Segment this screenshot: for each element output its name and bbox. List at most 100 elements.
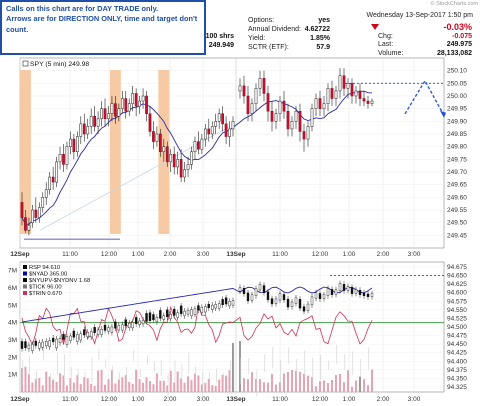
volume-bar [225, 375, 228, 392]
candle-body [117, 108, 121, 117]
volume-bar [166, 385, 169, 392]
volume-bar [331, 379, 333, 392]
rsp-body [41, 341, 44, 348]
volume-bar [27, 374, 30, 392]
header-value: 28,133,082 [437, 50, 472, 57]
candle-body [107, 113, 110, 120]
y-tick-right: 94.550 [447, 307, 467, 314]
rsp-body [176, 312, 179, 318]
legend-swatch [23, 278, 27, 282]
legend-label: $NYAD 365.00 [29, 272, 67, 278]
candle-body [326, 88, 330, 104]
candle-body [34, 209, 38, 218]
rsp-body [83, 329, 86, 336]
header-value: 4.62722 [305, 26, 330, 33]
rsp-body [134, 317, 138, 324]
x-tick-label: 12:00 [101, 251, 118, 258]
volume-bar [251, 372, 253, 392]
volume-bar [72, 382, 75, 392]
y-tick-right: 94.375 [447, 367, 467, 374]
rsp-body [310, 296, 314, 306]
change-percent: -0.03% [443, 22, 472, 32]
y-tick-right: 94.425 [447, 350, 467, 357]
rsp-body [138, 320, 141, 325]
volume-bar [279, 382, 281, 392]
forecast-arrow-path [404, 79, 444, 115]
header-label: Volume: [378, 50, 403, 57]
candle-body [286, 110, 290, 130]
candle-body [37, 207, 41, 218]
x-tick-label: 11:00 [272, 251, 288, 258]
volume-bar [169, 370, 172, 392]
down-arrow-icon [371, 24, 379, 30]
volume-bar [267, 382, 269, 392]
x-tick-label: 1:00 [343, 251, 356, 258]
candle-body [270, 110, 274, 122]
volume-bar [263, 382, 265, 392]
candle-body [370, 100, 374, 104]
rsp-body [131, 322, 134, 329]
candle-body [69, 138, 72, 147]
header-label: Chg: [378, 33, 393, 40]
rsp-body [366, 293, 370, 298]
candle-body [190, 151, 193, 165]
highlight-band [20, 70, 31, 234]
header-value: 249.975 [447, 41, 472, 48]
volume-bar [303, 373, 305, 392]
rsp-body [186, 310, 190, 315]
rsp-body [242, 288, 246, 294]
volume-bar [339, 374, 341, 392]
volume-bar [110, 370, 113, 392]
volume-bar [187, 376, 190, 392]
candle-body [224, 123, 228, 137]
candle-body [55, 161, 58, 183]
rsp-body [318, 293, 322, 300]
candle-body [120, 98, 124, 109]
volume-bar [239, 341, 241, 392]
rsp-body [45, 341, 48, 347]
candle-body [200, 138, 204, 150]
y-tick-right: 94.650 [447, 273, 467, 280]
rsp-body [302, 306, 306, 312]
volume-bar [79, 384, 82, 392]
rsp-body [207, 303, 210, 309]
candle-body [72, 138, 76, 152]
y-tick-left: 7M [8, 268, 17, 275]
header-value: 249.949 [209, 42, 234, 49]
volume-bar [197, 375, 200, 392]
volume-bar [190, 379, 193, 392]
volume-bar [193, 373, 196, 392]
volume-bar [83, 377, 86, 392]
rsp-body [20, 341, 24, 349]
x-tick-label: 3:00 [197, 396, 210, 403]
y-tick-label: 249.90 [447, 118, 467, 125]
x-tick-label: 2:00 [377, 251, 390, 258]
candle-body [62, 154, 65, 165]
y-tick-left: 2M [8, 354, 17, 361]
x-tick-label: 2:00 [377, 396, 390, 403]
rsp-body [166, 309, 169, 318]
volume-bar [55, 381, 58, 392]
y-tick-label: 250.00 [447, 93, 467, 100]
candle-body [231, 121, 235, 130]
rsp-body [65, 336, 69, 345]
rsp-body [334, 289, 338, 295]
rsp-body [274, 298, 278, 304]
volume-bar [259, 379, 261, 392]
highlight-band [109, 70, 121, 234]
candle-body [197, 141, 200, 150]
rsp-body [270, 298, 274, 305]
volume-bar [247, 379, 249, 392]
volume-bar [359, 376, 361, 392]
rsp-body [370, 293, 374, 297]
volume-bar [104, 384, 107, 392]
y-tick-right: 94.350 [447, 375, 467, 382]
y-tick-label: 249.95 [447, 106, 467, 113]
volume-bar [323, 380, 325, 392]
rsp-body [169, 313, 172, 319]
volume-bar [21, 367, 23, 392]
y-tick-left: 3M [8, 337, 17, 344]
candle-body [314, 98, 318, 109]
volume-bar [128, 381, 131, 392]
